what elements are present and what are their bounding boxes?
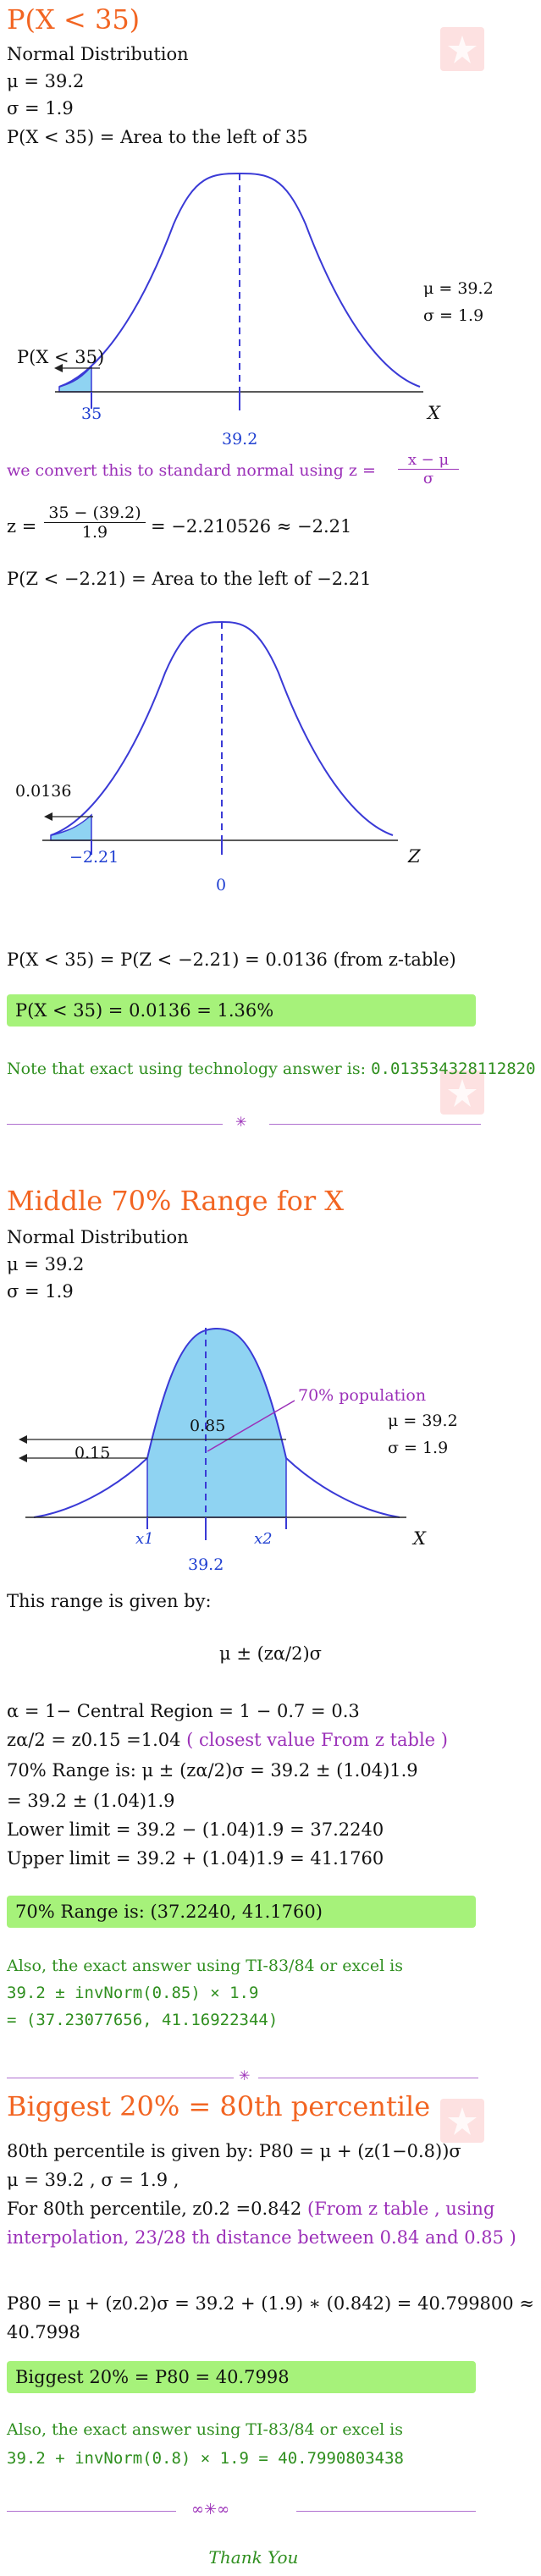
divider-ornament-icon: ✳ xyxy=(235,1114,247,1130)
x1-label: x1 xyxy=(135,1530,154,1548)
range-value-line: = 39.2 ± (1.04)1.9 xyxy=(7,1791,175,1811)
given-text: This range is given by: xyxy=(7,1591,212,1611)
exact-formula: 39.2 + invNorm(0.8) × 1.9 = 40.799080343… xyxy=(7,2449,404,2468)
section-title: Biggest 20% = 80th percentile xyxy=(7,2090,431,2122)
z-critical-line: zα/2 = z0.15 =1.04 ( closest value From … xyxy=(7,1730,448,1750)
p-label: P(X < 35) xyxy=(17,347,105,367)
convert-text: we convert this to standard normal using… xyxy=(7,461,376,480)
star-badge-icon xyxy=(440,2099,484,2143)
interpolation-note: interpolation, 23/28 th distance between… xyxy=(7,2227,516,2248)
star-badge-icon xyxy=(440,27,484,71)
section-title: P(X < 35) xyxy=(7,3,141,36)
divider-ornament-icon: ✳ xyxy=(239,2067,251,2083)
exact-note: Also, the exact answer using TI-83/84 or… xyxy=(7,2420,404,2439)
z-left-label: −2.21 xyxy=(69,848,119,867)
alpha-line: α = 1− Central Region = 1 − 0.7 = 0.3 xyxy=(7,1701,360,1721)
graph-mean: μ = 39.2 xyxy=(423,279,494,298)
z-result: = −2.210526 ≈ −2.21 xyxy=(151,516,352,537)
x-axis-label: X xyxy=(428,403,440,423)
middle-range-graph xyxy=(19,1328,406,1540)
p15-label: 0.15 xyxy=(75,1444,111,1462)
graph-mean: μ = 39.2 xyxy=(388,1412,458,1430)
thank-you: Thank You xyxy=(208,2547,299,2568)
exact-formula: 39.2 ± invNorm(0.85) × 1.9 xyxy=(7,1984,259,2002)
middle-axis-label: X xyxy=(413,1528,426,1549)
divider-right xyxy=(296,2511,476,2512)
z-mean-label: 0 xyxy=(216,876,227,894)
z-axis-label: Z xyxy=(408,846,421,867)
percentile-formula: 80th percentile is given by: P80 = μ + (… xyxy=(7,2141,461,2161)
population-pointer xyxy=(207,1400,295,1452)
graph-sd: σ = 1.9 xyxy=(423,306,484,325)
exact-note: Note that exact using technology answer … xyxy=(7,1060,536,1078)
divider-left xyxy=(7,2511,176,2512)
calc-result: 40.7998 xyxy=(7,2322,80,2342)
range-formula: μ ± (zα/2)σ xyxy=(219,1643,322,1664)
answer-box: Biggest 20% = P80 = 40.7998 xyxy=(7,2361,476,2393)
normal-curve-graph xyxy=(54,172,423,410)
z-value-line: For 80th percentile, z0.2 =0.842 (From z… xyxy=(7,2199,495,2219)
params-line: μ = 39.2 , σ = 1.9 , xyxy=(7,2170,179,2190)
x-mean-label: 39.2 xyxy=(222,430,258,449)
z-area-def: P(Z < −2.21) = Area to the left of −2.21 xyxy=(7,569,372,589)
divider-left xyxy=(7,1124,223,1125)
lower-limit: Lower limit = 39.2 − (1.04)1.9 = 37.2240 xyxy=(7,1819,384,1840)
upper-limit: Upper limit = 39.2 + (1.04)1.9 = 41.1760 xyxy=(7,1848,384,1869)
divider-right xyxy=(269,1124,481,1125)
section-title: Middle 70% Range for X xyxy=(7,1185,345,1217)
distribution-label: Normal Distribution xyxy=(7,44,189,64)
sd-value: σ = 1.9 xyxy=(7,98,74,118)
result-line: P(X < 35) = P(Z < −2.21) = 0.0136 (from … xyxy=(7,949,456,970)
population-label: 70% population xyxy=(298,1386,427,1405)
tail-value: 0.0136 xyxy=(15,782,72,801)
exact-note: Also, the exact answer using TI-83/84 or… xyxy=(7,1957,404,1975)
star-badge-icon xyxy=(440,1071,484,1115)
sd-value: σ = 1.9 xyxy=(7,1281,74,1302)
divider-ornament-icon: ∞✳∞ xyxy=(191,2501,230,2518)
distribution-label: Normal Distribution xyxy=(7,1227,189,1247)
z-left-tail-area xyxy=(50,813,92,841)
exact-result: = (37.23077656, 41.16922344) xyxy=(7,2011,279,2029)
answer-box: 70% Range is: (37.2240, 41.1760) xyxy=(7,1896,476,1928)
mean-value: μ = 39.2 xyxy=(7,71,85,91)
p85-label: 0.85 xyxy=(190,1417,226,1435)
calc-line: P80 = μ + (z0.2)σ = 39.2 + (1.9) ∗ (0.84… xyxy=(7,2293,534,2314)
middle-curve xyxy=(33,1328,400,1518)
answer-box: P(X < 35) = 0.0136 = 1.36% xyxy=(7,994,476,1027)
z-lhs: z = xyxy=(7,516,37,537)
range-formula-line: 70% Range is: μ ± (zα/2)σ = 39.2 ± (1.04… xyxy=(7,1760,418,1781)
mean-axis-label: 39.2 xyxy=(188,1555,224,1574)
x2-label: x2 xyxy=(254,1530,273,1548)
z-fraction: 35 − (39.2) 1.9 xyxy=(44,504,146,542)
x-left-label: 35 xyxy=(81,405,102,423)
convert-fraction: x − μ σ xyxy=(398,451,459,487)
standard-normal-graph xyxy=(42,620,398,855)
mean-value: μ = 39.2 xyxy=(7,1254,85,1274)
area-definition: P(X < 35) = Area to the left of 35 xyxy=(7,127,308,147)
graph-sd: σ = 1.9 xyxy=(388,1439,449,1457)
